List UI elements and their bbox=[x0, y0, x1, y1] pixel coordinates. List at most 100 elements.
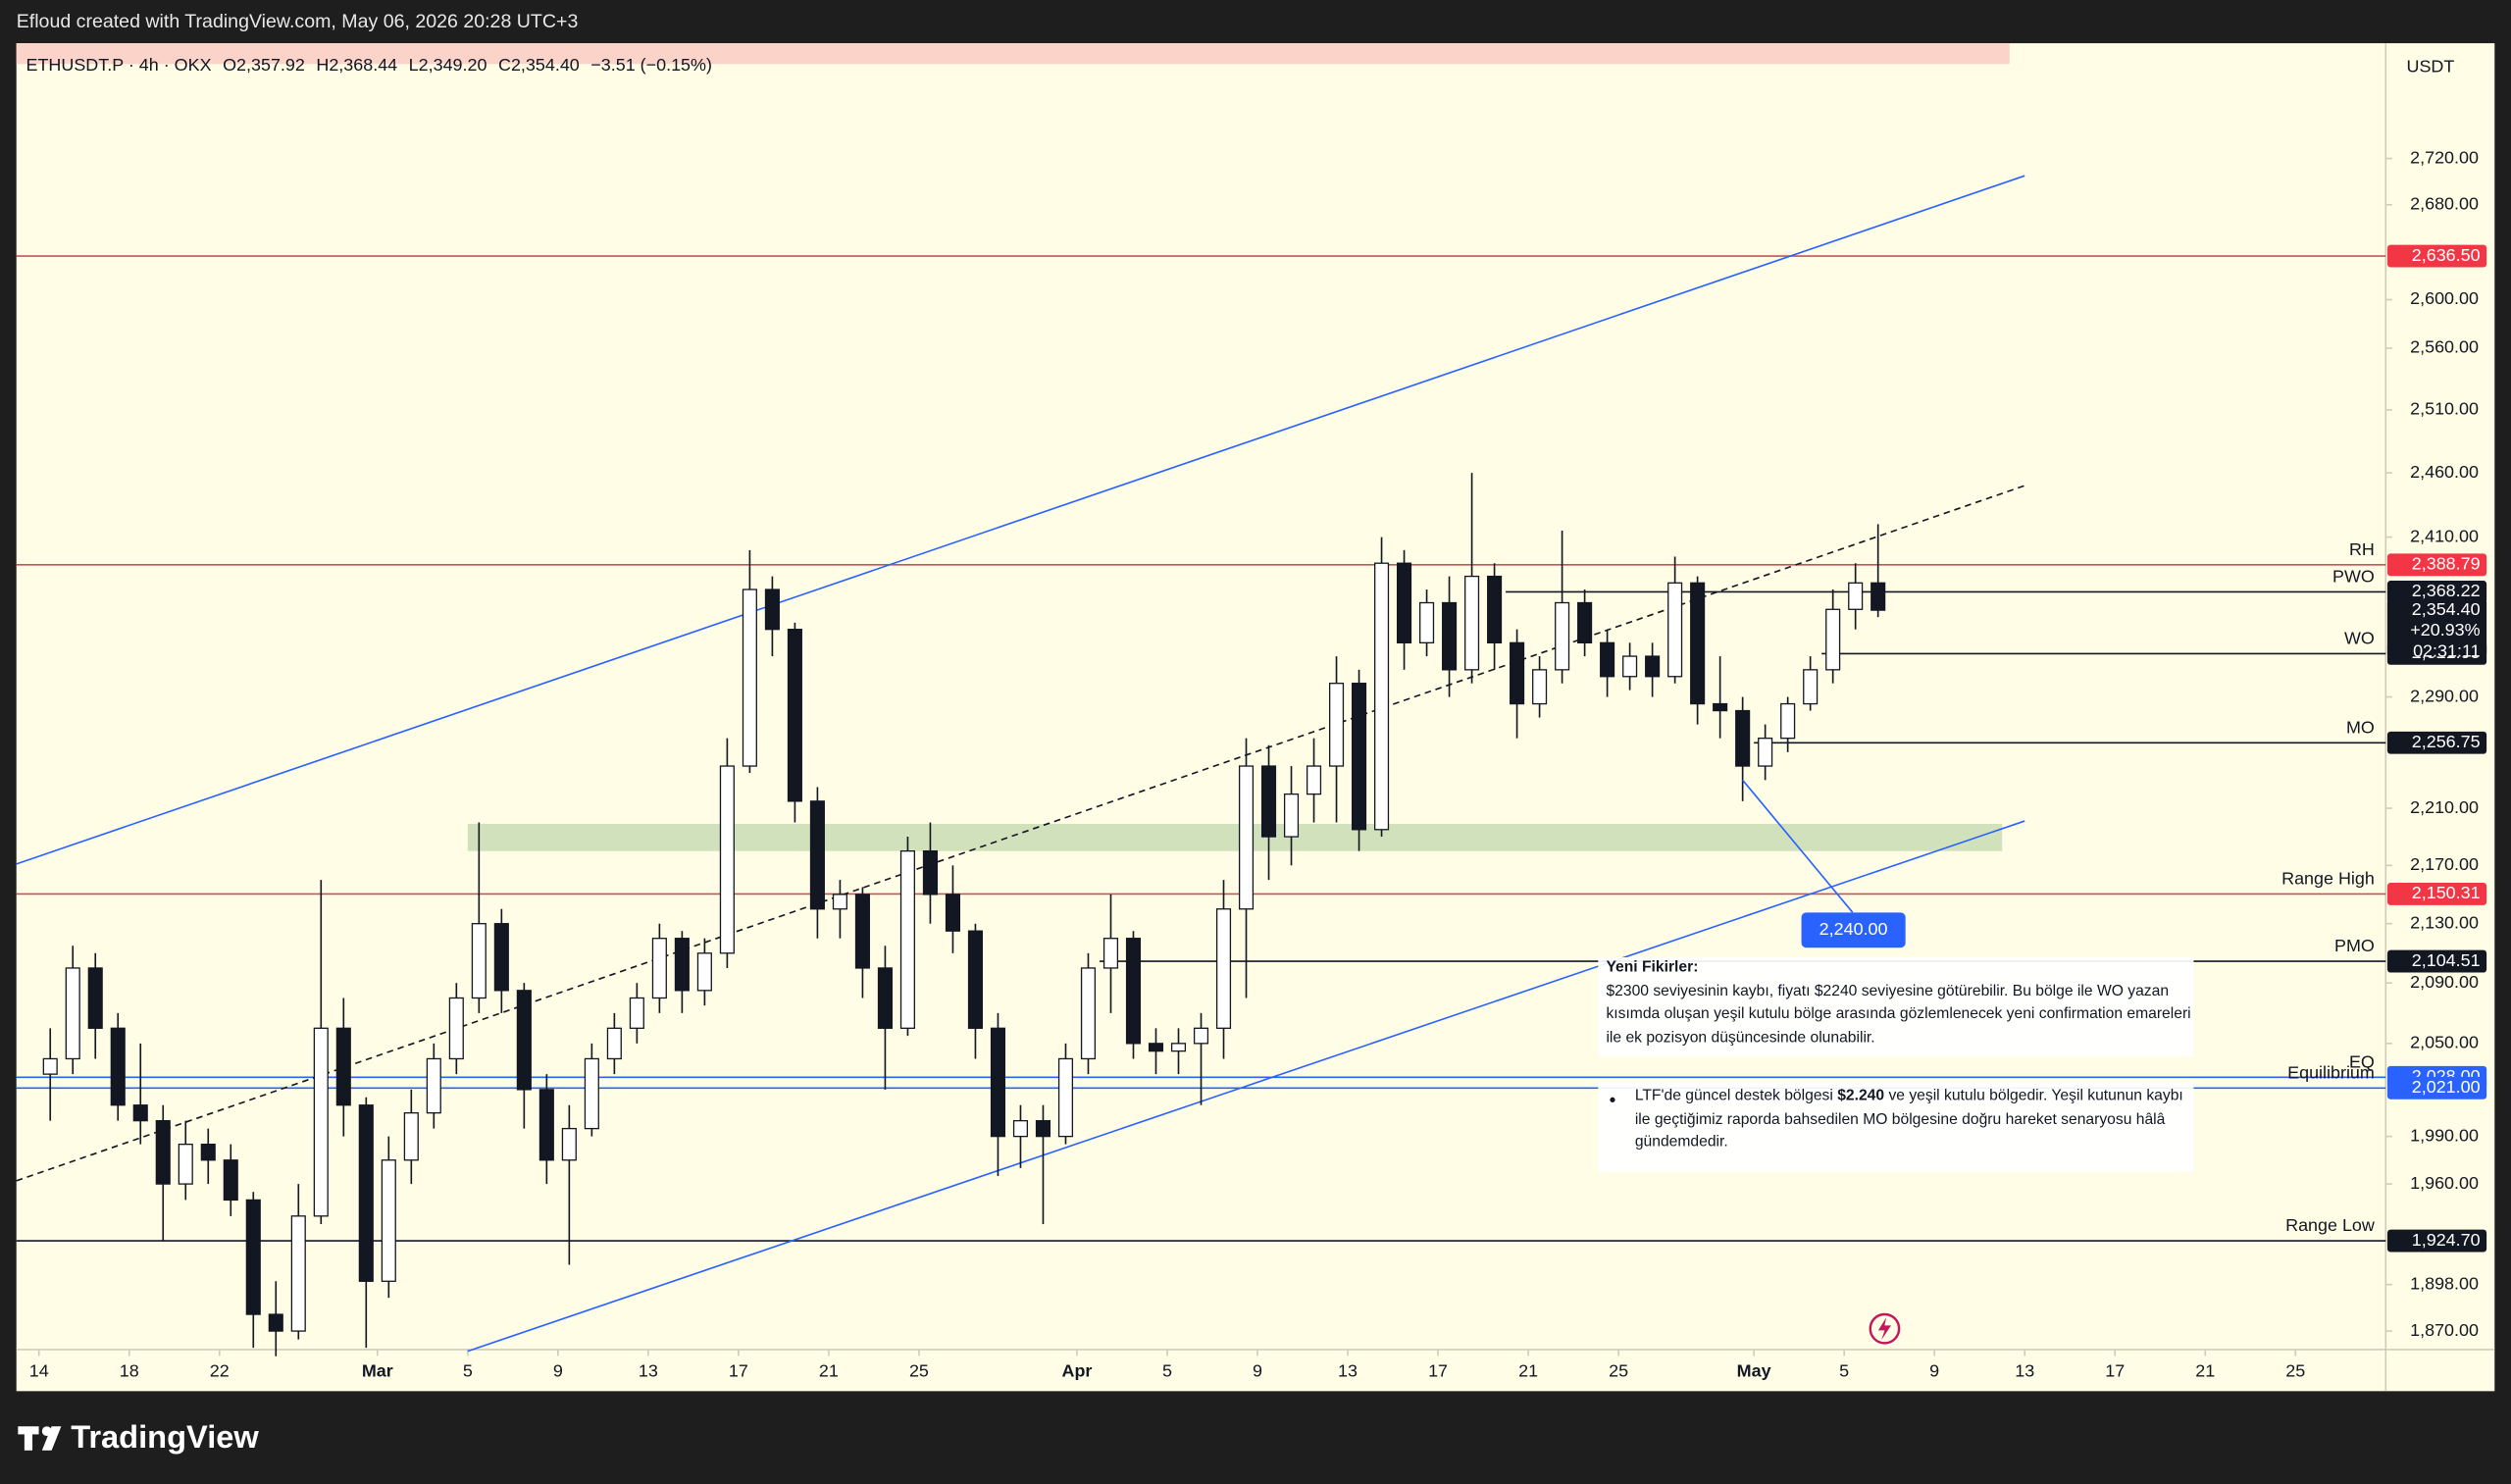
candle-body bbox=[290, 1215, 306, 1332]
candle-body bbox=[854, 894, 870, 969]
brand-logo bbox=[18, 1426, 62, 1451]
x-tick-label: 5 bbox=[1162, 1360, 1172, 1380]
candle-body bbox=[1690, 582, 1706, 705]
x-tick-label: 9 bbox=[1253, 1360, 1262, 1380]
x-tick-label: 25 bbox=[1609, 1360, 1628, 1380]
candle-body bbox=[1780, 702, 1796, 740]
candle-body bbox=[65, 967, 80, 1060]
candle-body bbox=[426, 1057, 441, 1114]
legend-close: C2,354.40 bbox=[498, 55, 580, 75]
trend-line bbox=[16, 175, 2025, 865]
candle-body bbox=[1487, 575, 1503, 643]
candle-body bbox=[561, 1127, 577, 1161]
price-label: 2,368.22 bbox=[2412, 581, 2481, 600]
candle-body bbox=[809, 800, 825, 910]
level-name: PMO bbox=[2334, 936, 2375, 955]
y-tick-label: 2,510.00 bbox=[2410, 399, 2479, 419]
candle-body bbox=[787, 629, 802, 802]
candle-body bbox=[1532, 669, 1548, 705]
price-label: 2,388.79 bbox=[2412, 554, 2481, 574]
x-tick-label: 5 bbox=[1839, 1360, 1849, 1380]
y-tick-label: 2,050.00 bbox=[2410, 1033, 2479, 1052]
legend-high: H2,368.44 bbox=[316, 55, 397, 75]
candle-body bbox=[1215, 908, 1232, 1029]
candle-body bbox=[742, 588, 757, 767]
level-name: PWO bbox=[2332, 566, 2375, 586]
y-tick-label: 2,410.00 bbox=[2410, 526, 2479, 545]
candle-body bbox=[110, 1027, 126, 1106]
y-tick-label: 2,600.00 bbox=[2410, 288, 2479, 308]
candle-body bbox=[651, 938, 667, 999]
price-label-bg bbox=[2386, 553, 2487, 577]
x-tick-label: 9 bbox=[553, 1360, 563, 1380]
target-label: 2,240.00 bbox=[1819, 919, 1888, 939]
x-tick-label: 13 bbox=[639, 1360, 658, 1380]
candle-body bbox=[1870, 582, 1886, 611]
legend-open: O2,357.92 bbox=[223, 55, 305, 75]
candle-body bbox=[832, 894, 847, 910]
y-tick-label: 1,898.00 bbox=[2410, 1273, 2479, 1293]
note: Yeni Fikirler: $2300 seviyesinin kaybı, f… bbox=[1606, 959, 2190, 1047]
candle-body bbox=[403, 1112, 419, 1161]
y-tick-label: 2,720.00 bbox=[2410, 147, 2479, 167]
x-tick-label: 21 bbox=[2195, 1360, 2215, 1380]
price-label-bg bbox=[2386, 949, 2487, 973]
x-tick-label: 21 bbox=[819, 1360, 839, 1380]
y-tick-label: 2,210.00 bbox=[2410, 797, 2479, 817]
candle-body bbox=[945, 894, 961, 932]
candle-body bbox=[358, 1104, 374, 1282]
level-name: WO bbox=[2344, 628, 2375, 647]
last-price-bg bbox=[2386, 598, 2487, 657]
x-tick-label: 25 bbox=[909, 1360, 929, 1380]
candle-body bbox=[1577, 601, 1593, 643]
plot: 2,720.00 2,680.00 2,600.00 2,560.00 2,510.00… bbox=[16, 147, 2479, 1380]
y-tick-label: 2,680.00 bbox=[2410, 194, 2479, 214]
price-label-bg bbox=[2386, 731, 2487, 754]
price-label: 2,150.31 bbox=[2412, 883, 2481, 902]
note-bullet-bold: $2.240 bbox=[1837, 1087, 1885, 1105]
candle-body bbox=[1351, 683, 1367, 831]
price-label-bg bbox=[2386, 1229, 2487, 1253]
support-zone bbox=[467, 823, 2003, 851]
candle-body bbox=[245, 1199, 261, 1315]
candle-body bbox=[1170, 1043, 1187, 1052]
price-label: 2,256.75 bbox=[2412, 732, 2481, 751]
candle-body bbox=[538, 1089, 554, 1161]
candle-body bbox=[1080, 967, 1097, 1060]
candle-body bbox=[1713, 702, 1728, 712]
candle-body bbox=[448, 997, 464, 1060]
candle-body bbox=[1373, 562, 1390, 831]
level-name: EQ bbox=[2349, 1051, 2375, 1071]
y-tick-label: 2,090.00 bbox=[2410, 972, 2479, 992]
candle-body bbox=[1057, 1057, 1074, 1138]
candle-body bbox=[1645, 655, 1661, 678]
candle-body bbox=[1555, 601, 1570, 671]
candle-body bbox=[764, 588, 780, 631]
candle-body bbox=[899, 850, 915, 1029]
price-label-bg bbox=[2386, 581, 2487, 603]
y-tick-label: 2,560.00 bbox=[2410, 337, 2479, 357]
y-tick-label: 2,170.00 bbox=[2410, 854, 2479, 874]
price-label-bg bbox=[2386, 882, 2487, 905]
candle-body bbox=[1600, 641, 1615, 678]
candle-body bbox=[1464, 575, 1480, 671]
candle-body bbox=[87, 967, 103, 1029]
x-tick-label: 13 bbox=[1338, 1360, 1358, 1380]
candle-body bbox=[1442, 601, 1458, 671]
candle-body bbox=[1667, 582, 1683, 678]
x-tick-label: 13 bbox=[2015, 1360, 2034, 1380]
countdown: 02:31:11 bbox=[2413, 640, 2481, 660]
candle-body bbox=[1035, 1119, 1051, 1138]
note-bullet: LTF'de güncel destek bölgesi bbox=[1634, 1087, 1838, 1105]
currency: USDT bbox=[2407, 56, 2455, 76]
candle-body bbox=[1758, 738, 1773, 767]
candle-body bbox=[223, 1159, 238, 1202]
legend: ETHUSDT.P · 4h · OKX O2,357.92 H2,368.44… bbox=[26, 55, 712, 75]
x-tick-label: 22 bbox=[210, 1360, 230, 1380]
y-tick-label: 1,870.00 bbox=[2410, 1320, 2479, 1340]
candle-body bbox=[584, 1057, 599, 1130]
candle-body bbox=[313, 1027, 329, 1217]
trend-line bbox=[16, 485, 2025, 1182]
